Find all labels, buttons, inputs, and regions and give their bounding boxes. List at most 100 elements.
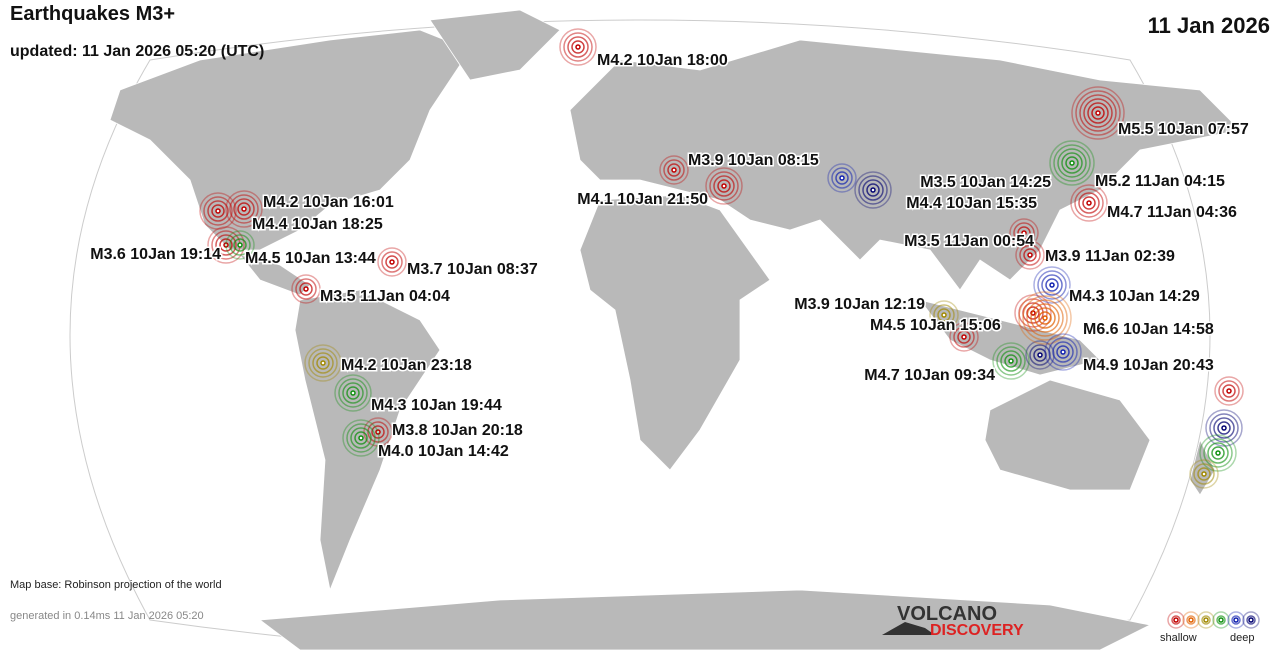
quake-marker <box>1009 218 1039 248</box>
logo-icon <box>882 622 935 635</box>
quake-marker <box>199 192 237 230</box>
ring <box>381 251 403 273</box>
ring <box>937 308 951 322</box>
ring <box>1213 417 1235 439</box>
center <box>1203 617 1209 623</box>
ring <box>831 167 853 189</box>
ring <box>1209 413 1239 443</box>
ring <box>1004 354 1018 368</box>
ring <box>1038 311 1052 325</box>
ring <box>1057 148 1087 178</box>
updated: updated: 11 Jan 2026 05:20 (UTC) <box>10 43 264 60</box>
quake-marker <box>659 155 689 185</box>
quake-marker <box>559 28 597 66</box>
center <box>1221 425 1227 431</box>
quake-label: M4.5 10Jan 13:44 <box>245 250 376 267</box>
ring <box>1048 337 1078 367</box>
center <box>303 286 309 292</box>
quake-marker <box>1071 86 1125 140</box>
ring <box>1075 90 1121 136</box>
center <box>961 334 967 340</box>
ring <box>953 326 975 348</box>
quake-label: M3.8 10Jan 20:18 <box>392 422 523 439</box>
ring <box>308 348 338 378</box>
ring <box>1082 196 1096 210</box>
center <box>839 175 845 181</box>
quake-label: M3.9 11Jan 02:39 <box>1045 248 1175 265</box>
quake-label: M4.7 11Jan 04:36 <box>1107 204 1237 221</box>
quake-marker <box>827 163 857 193</box>
center <box>1233 617 1239 623</box>
center <box>721 183 727 189</box>
ring <box>1167 611 1185 629</box>
center <box>1027 252 1033 258</box>
ring <box>316 356 330 370</box>
quake-marker <box>1197 611 1215 629</box>
ring <box>203 196 233 226</box>
ring <box>1022 295 1068 341</box>
ring <box>1201 615 1211 625</box>
ring <box>342 419 380 457</box>
legend-deep: deep <box>1230 632 1254 644</box>
ring <box>1017 226 1031 240</box>
ring <box>1212 611 1230 629</box>
ring <box>1203 438 1233 468</box>
ring <box>559 28 597 66</box>
quake-marker <box>1212 611 1230 629</box>
ring <box>835 171 849 185</box>
center <box>1069 160 1075 166</box>
ring <box>1074 188 1104 218</box>
ring <box>1246 615 1256 625</box>
quake-marker <box>1205 409 1243 447</box>
center <box>1049 282 1055 288</box>
ring <box>211 204 225 218</box>
ring <box>1182 611 1200 629</box>
center <box>1060 349 1066 355</box>
quake-label: M4.3 10Jan 19:44 <box>371 397 502 414</box>
quake-label: M3.9 10Jan 12:19 <box>794 296 925 313</box>
ring <box>571 40 585 54</box>
quake-marker <box>1167 611 1185 629</box>
continents <box>109 9 1241 650</box>
ring <box>1018 291 1072 345</box>
ring <box>1091 106 1105 120</box>
map-base: Map base: Robinson projection of the wor… <box>10 579 222 591</box>
ring <box>929 300 959 330</box>
quake-label: M4.4 10Jan 15:35 <box>906 195 1037 212</box>
ring <box>371 425 385 439</box>
center <box>1188 617 1194 623</box>
quake-marker <box>1199 434 1237 472</box>
center <box>1037 352 1043 358</box>
quake-label: M4.4 10Jan 18:25 <box>252 216 383 233</box>
quake-marker <box>992 342 1030 380</box>
center <box>1021 230 1027 236</box>
ring <box>1033 266 1071 304</box>
ring <box>1211 446 1225 460</box>
ring <box>207 200 229 222</box>
quake-label: M4.1 10Jan 21:50 <box>577 191 708 208</box>
ring <box>1019 244 1041 266</box>
ring <box>1242 611 1260 629</box>
quake-marker <box>949 322 979 352</box>
ring <box>1227 611 1245 629</box>
quake-label: M4.2 10Jan 18:00 <box>597 52 728 69</box>
ring <box>709 171 739 201</box>
quake-marker <box>1044 333 1082 371</box>
generated: generated in 0.14ms 11 Jan 2026 05:20 <box>10 610 204 622</box>
quake-marker <box>1189 459 1219 489</box>
center <box>1086 200 1092 206</box>
ring <box>350 427 372 449</box>
ring <box>1070 184 1108 222</box>
center <box>1218 617 1224 623</box>
quake-marker <box>1049 140 1095 186</box>
ring <box>1083 98 1113 128</box>
quake-label: M4.2 10Jan 16:01 <box>263 194 394 211</box>
center <box>1008 358 1014 364</box>
center <box>389 259 395 265</box>
ring <box>659 155 689 185</box>
ring <box>1053 144 1091 182</box>
ring <box>1197 467 1211 481</box>
ring <box>663 159 685 181</box>
